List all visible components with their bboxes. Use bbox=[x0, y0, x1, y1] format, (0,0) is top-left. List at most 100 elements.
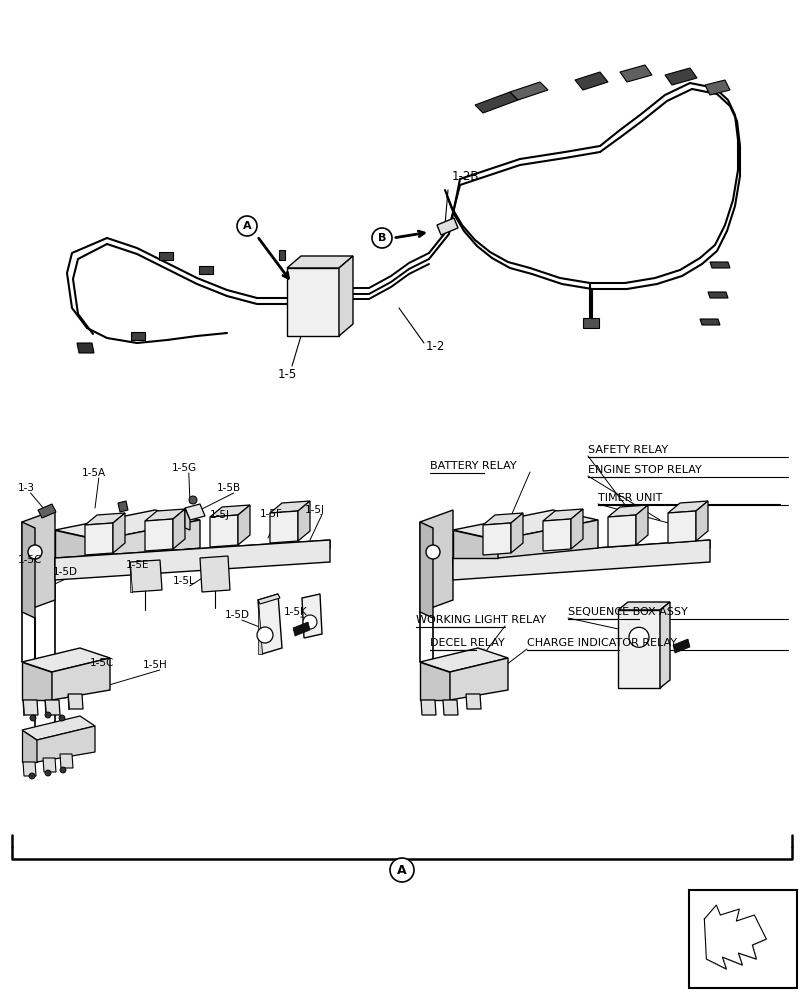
Text: 1-5F: 1-5F bbox=[259, 509, 283, 519]
Polygon shape bbox=[22, 716, 95, 740]
Polygon shape bbox=[574, 72, 607, 90]
Polygon shape bbox=[118, 501, 128, 512]
Polygon shape bbox=[707, 292, 727, 298]
Polygon shape bbox=[60, 754, 73, 768]
Polygon shape bbox=[421, 700, 435, 715]
Circle shape bbox=[303, 615, 316, 629]
Polygon shape bbox=[437, 218, 458, 235]
Text: 1-5L: 1-5L bbox=[173, 576, 195, 586]
Polygon shape bbox=[113, 513, 124, 553]
Polygon shape bbox=[45, 700, 60, 715]
Polygon shape bbox=[419, 510, 452, 612]
Polygon shape bbox=[45, 700, 46, 715]
Polygon shape bbox=[22, 522, 35, 618]
Text: ENGINE STOP RELAY: ENGINE STOP RELAY bbox=[587, 465, 701, 475]
Polygon shape bbox=[695, 501, 707, 541]
Polygon shape bbox=[452, 540, 709, 580]
Polygon shape bbox=[22, 730, 37, 762]
Text: SAFETY RELAY: SAFETY RELAY bbox=[587, 445, 667, 455]
Polygon shape bbox=[130, 560, 161, 592]
Polygon shape bbox=[55, 540, 329, 566]
Text: BATTERY RELAY: BATTERY RELAY bbox=[430, 461, 516, 471]
Polygon shape bbox=[672, 639, 689, 653]
Polygon shape bbox=[145, 509, 185, 521]
Polygon shape bbox=[23, 700, 38, 715]
Polygon shape bbox=[55, 540, 329, 580]
Polygon shape bbox=[704, 80, 729, 95]
Polygon shape bbox=[52, 658, 110, 700]
Polygon shape bbox=[452, 510, 597, 540]
Text: 1-2: 1-2 bbox=[426, 340, 445, 353]
Polygon shape bbox=[664, 68, 696, 85]
Polygon shape bbox=[131, 332, 145, 340]
Text: 1-5H: 1-5H bbox=[143, 660, 168, 670]
Polygon shape bbox=[85, 513, 124, 525]
Polygon shape bbox=[419, 522, 433, 618]
Polygon shape bbox=[23, 762, 36, 776]
Circle shape bbox=[389, 858, 414, 882]
Polygon shape bbox=[497, 520, 597, 558]
Polygon shape bbox=[55, 510, 200, 540]
Polygon shape bbox=[511, 513, 522, 553]
Polygon shape bbox=[287, 268, 339, 336]
Polygon shape bbox=[452, 540, 709, 566]
Circle shape bbox=[30, 715, 36, 721]
Polygon shape bbox=[542, 519, 570, 551]
Circle shape bbox=[372, 228, 392, 248]
Polygon shape bbox=[279, 250, 284, 260]
Text: 1-5: 1-5 bbox=[277, 368, 296, 381]
Text: 1-5D: 1-5D bbox=[53, 567, 78, 577]
Text: TIMER UNIT: TIMER UNIT bbox=[597, 493, 662, 503]
Polygon shape bbox=[100, 520, 200, 558]
Polygon shape bbox=[483, 523, 511, 555]
Polygon shape bbox=[570, 509, 582, 549]
Polygon shape bbox=[339, 256, 353, 336]
Text: 1-5C: 1-5C bbox=[90, 658, 114, 668]
Text: 1-2B: 1-2B bbox=[451, 170, 479, 183]
Circle shape bbox=[28, 545, 42, 559]
Polygon shape bbox=[258, 600, 262, 654]
Polygon shape bbox=[618, 610, 659, 688]
Polygon shape bbox=[68, 694, 69, 709]
Polygon shape bbox=[450, 658, 507, 700]
Text: B: B bbox=[377, 233, 385, 243]
Circle shape bbox=[426, 545, 439, 559]
Text: WORKING LIGHT RELAY: WORKING LIGHT RELAY bbox=[415, 615, 545, 625]
Polygon shape bbox=[442, 700, 458, 715]
Text: SEQUENCE BOX ASSY: SEQUENCE BOX ASSY bbox=[567, 607, 687, 617]
Polygon shape bbox=[298, 501, 310, 541]
Polygon shape bbox=[185, 504, 205, 520]
Circle shape bbox=[29, 773, 35, 779]
Text: 1-5A: 1-5A bbox=[82, 468, 106, 478]
Polygon shape bbox=[210, 515, 238, 547]
Polygon shape bbox=[22, 662, 52, 700]
Polygon shape bbox=[618, 602, 669, 610]
Polygon shape bbox=[85, 523, 113, 555]
Polygon shape bbox=[55, 530, 100, 558]
Polygon shape bbox=[37, 726, 95, 762]
Text: 1-5J: 1-5J bbox=[210, 510, 230, 520]
Polygon shape bbox=[22, 510, 55, 612]
Text: 1-5G: 1-5G bbox=[172, 463, 197, 473]
Polygon shape bbox=[452, 530, 497, 558]
Polygon shape bbox=[199, 266, 213, 274]
Text: 1-5K: 1-5K bbox=[283, 607, 308, 617]
Polygon shape bbox=[635, 505, 647, 545]
Polygon shape bbox=[145, 519, 173, 551]
Circle shape bbox=[237, 216, 257, 236]
Polygon shape bbox=[68, 694, 83, 709]
Polygon shape bbox=[582, 318, 598, 328]
Circle shape bbox=[628, 627, 648, 647]
Polygon shape bbox=[258, 594, 282, 654]
Polygon shape bbox=[77, 343, 94, 353]
Polygon shape bbox=[419, 648, 507, 672]
Polygon shape bbox=[23, 700, 24, 715]
Circle shape bbox=[189, 496, 197, 504]
Polygon shape bbox=[159, 252, 173, 260]
Circle shape bbox=[45, 770, 51, 776]
Text: 1-5B: 1-5B bbox=[217, 483, 241, 493]
Polygon shape bbox=[210, 505, 250, 517]
Text: 1-5C: 1-5C bbox=[18, 555, 43, 565]
Text: DECEL RELAY: DECEL RELAY bbox=[430, 638, 504, 648]
Circle shape bbox=[45, 712, 51, 718]
